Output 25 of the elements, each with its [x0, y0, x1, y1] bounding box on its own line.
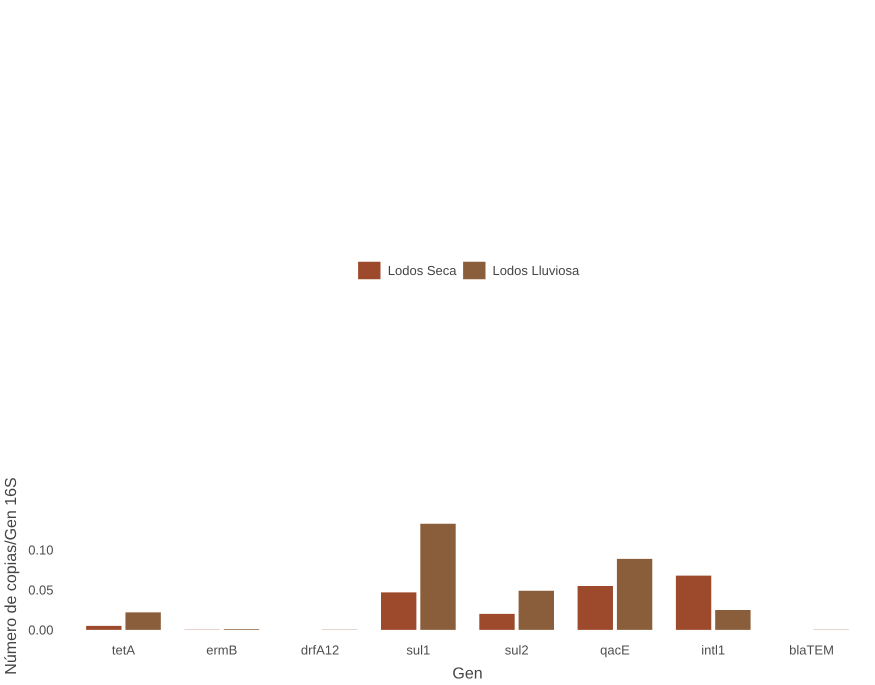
bar: [381, 592, 416, 630]
bar: [479, 614, 515, 630]
bar: [86, 626, 122, 630]
legend-label: Lodos Seca: [388, 262, 456, 278]
x-tick-label: ermB: [206, 642, 238, 658]
bar: [616, 558, 652, 630]
y-tick-label: 0.10: [28, 542, 54, 558]
bar: [715, 610, 751, 630]
y-axis-title: Número de copias/Gen 16S: [3, 477, 20, 675]
x-axis-title: Gen: [452, 666, 483, 682]
x-tick-label: tetA: [112, 642, 136, 658]
bar: [578, 586, 613, 630]
y-tick-label: 0.05: [28, 582, 54, 598]
y-tick-label: 0.00: [28, 622, 54, 638]
x-tick-label: blaTEM: [789, 642, 834, 658]
bar: [125, 612, 161, 630]
bar: [420, 524, 456, 630]
legend-label: Lodos Lluviosa: [492, 262, 580, 278]
bar: [676, 576, 712, 630]
x-tick-label: sul2: [504, 642, 529, 658]
x-tick-label: intl1: [701, 642, 726, 658]
x-tick-label: sul1: [406, 642, 430, 658]
x-tick-label: drfA12: [300, 642, 340, 658]
bar: [518, 590, 554, 630]
x-tick-label: qacE: [600, 642, 630, 658]
